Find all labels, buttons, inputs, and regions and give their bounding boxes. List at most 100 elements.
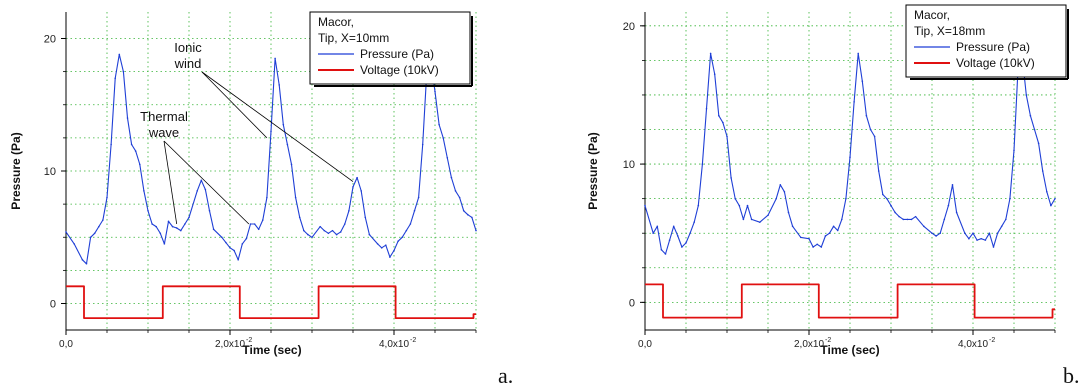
- annotation-text: Thermal: [140, 109, 188, 124]
- data-point: [73, 243, 75, 245]
- data-point: [270, 130, 272, 133]
- data-point: [471, 216, 473, 219]
- data-point: [163, 243, 166, 245]
- data-point: [134, 150, 137, 152]
- data-point: [730, 177, 732, 179]
- series-line-voltage: [645, 283, 1055, 319]
- x-tick-label: 4,0x10: [379, 339, 409, 350]
- data-point: [339, 231, 342, 233]
- data-point: [442, 137, 445, 139]
- data-point: [783, 190, 786, 193]
- data-point: [241, 243, 244, 245]
- data-point: [196, 190, 198, 192]
- data-point: [180, 229, 182, 232]
- data-point: [841, 218, 843, 221]
- annotation-pointer: [201, 71, 354, 182]
- data-point: [857, 52, 859, 55]
- data-point: [237, 258, 239, 261]
- data-point: [151, 223, 153, 225]
- data-point: [188, 216, 190, 219]
- data-point: [787, 211, 790, 214]
- data-point: [968, 237, 970, 240]
- data-point: [401, 236, 404, 239]
- data-point: [385, 244, 387, 246]
- data-point: [245, 237, 248, 240]
- data-point: [689, 232, 691, 235]
- data-point: [233, 249, 235, 252]
- data-point: [877, 170, 880, 172]
- data-point: [1037, 142, 1040, 145]
- data-point: [685, 242, 687, 244]
- y-tick-label: 20: [44, 34, 56, 46]
- data-point: [861, 80, 864, 82]
- data-point: [380, 247, 383, 249]
- data-point: [693, 221, 695, 223]
- data-point: [106, 196, 108, 199]
- data-point: [1054, 197, 1056, 200]
- data-point: [462, 209, 465, 212]
- data-point: [894, 211, 896, 214]
- data-point: [910, 218, 913, 221]
- data-point: [475, 229, 477, 232]
- data-point: [832, 225, 835, 228]
- data-point: [996, 232, 999, 235]
- data-point: [923, 225, 925, 228]
- x-tick-exponent: -2: [410, 337, 416, 344]
- data-point: [677, 235, 679, 237]
- panel-label: a.: [498, 363, 513, 388]
- x-axis-title: Time (sec): [820, 343, 879, 357]
- x-tick-label: 2,0x10: [794, 339, 824, 350]
- data-point: [155, 225, 157, 228]
- data-point: [274, 57, 276, 60]
- data-point: [368, 233, 371, 236]
- data-point: [1013, 149, 1015, 152]
- gridlines: [65, 12, 477, 330]
- data-point: [943, 218, 946, 221]
- data-point: [722, 121, 724, 124]
- data-point: [344, 223, 346, 225]
- data-point: [820, 246, 823, 248]
- data-point: [147, 209, 149, 212]
- annotation-text: Ionic: [174, 40, 202, 55]
- data-point: [348, 209, 350, 212]
- data-point: [886, 197, 888, 200]
- data-point: [902, 218, 905, 221]
- data-point: [290, 163, 293, 166]
- legend: Macor, Tip, X=18mm Pressure (Pa) Voltage (1…: [905, 4, 1069, 80]
- data-point: [85, 262, 88, 265]
- data-point: [360, 190, 363, 192]
- data-point: [143, 190, 145, 192]
- data-point: [779, 184, 782, 186]
- data-point: [713, 73, 716, 76]
- data-point: [988, 232, 991, 235]
- data-point: [705, 107, 708, 110]
- data-point: [775, 197, 777, 200]
- data-point: [1005, 218, 1007, 221]
- data-point: [734, 197, 736, 200]
- data-point: [454, 190, 457, 192]
- data-point: [759, 221, 761, 223]
- data-point: [812, 246, 814, 248]
- data-point: [808, 237, 810, 240]
- data-point: [118, 53, 121, 56]
- data-point: [204, 188, 207, 191]
- data-point: [742, 218, 745, 221]
- data-point: [947, 204, 950, 207]
- data-point: [200, 179, 203, 182]
- data-point: [225, 241, 227, 244]
- y-tick-label: 10: [44, 166, 56, 178]
- x-axis-title: Time (sec): [242, 343, 301, 357]
- legend: Macor, Tip, X=10mm Pressure (Pa) Voltage (1…: [309, 11, 473, 87]
- data-point: [405, 229, 408, 232]
- x-tick-label: 2,0x10: [215, 339, 245, 350]
- data-point: [972, 232, 974, 235]
- data-point: [738, 204, 741, 207]
- data-point: [319, 225, 322, 228]
- annotation-pointer: [163, 140, 178, 225]
- data-point: [294, 196, 297, 199]
- data-point: [914, 215, 917, 218]
- data-point: [750, 218, 753, 221]
